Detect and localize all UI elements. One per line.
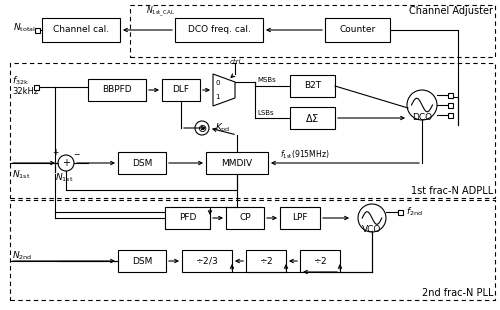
Bar bbox=[165, 207, 210, 229]
Bar bbox=[175, 18, 263, 42]
Text: DSM: DSM bbox=[132, 158, 152, 167]
Text: B2T: B2T bbox=[304, 82, 321, 91]
Circle shape bbox=[407, 90, 437, 120]
Text: $N_{\rm 1st}$: $N_{\rm 1st}$ bbox=[55, 172, 74, 184]
Bar bbox=[280, 207, 320, 229]
Bar bbox=[10, 200, 495, 300]
Circle shape bbox=[358, 204, 386, 232]
Text: $f_{\rm 2nd}$: $f_{\rm 2nd}$ bbox=[406, 206, 422, 218]
Bar bbox=[118, 250, 166, 272]
Text: 1: 1 bbox=[215, 94, 220, 100]
Bar bbox=[88, 79, 146, 101]
Text: $N_{\rm 1st}$: $N_{\rm 1st}$ bbox=[12, 169, 30, 181]
Bar bbox=[290, 107, 335, 129]
Text: $K_{\rm pd}$: $K_{\rm pd}$ bbox=[215, 122, 230, 135]
Bar bbox=[246, 250, 286, 272]
Text: $f_{\rm 32k}$: $f_{\rm 32k}$ bbox=[12, 75, 29, 87]
Text: LPF: LPF bbox=[292, 214, 308, 223]
Text: 1st frac-N ADPLL: 1st frac-N ADPLL bbox=[411, 186, 493, 196]
Text: Channel cal.: Channel cal. bbox=[53, 25, 109, 34]
Text: DCO freq. cal.: DCO freq. cal. bbox=[188, 25, 250, 34]
Circle shape bbox=[195, 121, 209, 135]
Circle shape bbox=[58, 155, 74, 171]
Bar bbox=[118, 152, 166, 174]
Text: Counter: Counter bbox=[340, 25, 376, 34]
Text: CP: CP bbox=[239, 214, 251, 223]
Text: MMDIV: MMDIV bbox=[222, 158, 252, 167]
Text: DSM: DSM bbox=[132, 256, 152, 265]
Bar bbox=[42, 18, 120, 42]
Bar bbox=[10, 63, 495, 198]
Text: PFD: PFD bbox=[179, 214, 196, 223]
Text: $N_{\rm total}$: $N_{\rm total}$ bbox=[13, 22, 36, 34]
Text: $\div$2/3: $\div$2/3 bbox=[196, 255, 218, 267]
Bar bbox=[34, 85, 38, 90]
Bar bbox=[300, 250, 340, 272]
Text: LSBs: LSBs bbox=[257, 110, 274, 116]
Text: ctrl: ctrl bbox=[229, 59, 241, 65]
Bar bbox=[448, 103, 452, 108]
Text: 0: 0 bbox=[215, 80, 220, 86]
Text: $\div$2: $\div$2 bbox=[313, 255, 327, 267]
Text: $N_{\rm 2nd}$: $N_{\rm 2nd}$ bbox=[12, 250, 32, 262]
Text: $\otimes$: $\otimes$ bbox=[197, 122, 207, 134]
Text: $f_{\rm 1st}$(915MHz): $f_{\rm 1st}$(915MHz) bbox=[280, 149, 330, 161]
Text: DCO: DCO bbox=[412, 113, 432, 122]
Bar bbox=[206, 152, 268, 174]
Text: $-$: $-$ bbox=[73, 148, 81, 157]
Text: Channel Adjuster: Channel Adjuster bbox=[409, 6, 493, 16]
Bar bbox=[398, 210, 402, 215]
Text: 2nd frac-N PLL: 2nd frac-N PLL bbox=[422, 288, 493, 298]
Text: MSBs: MSBs bbox=[257, 77, 276, 83]
Polygon shape bbox=[213, 74, 235, 106]
Text: BBPFD: BBPFD bbox=[102, 86, 132, 95]
Bar bbox=[162, 79, 200, 101]
Text: $N_{\rm 1st\_CAL}$: $N_{\rm 1st\_CAL}$ bbox=[146, 5, 174, 19]
Bar bbox=[226, 207, 264, 229]
Bar bbox=[182, 250, 232, 272]
Text: +: + bbox=[52, 148, 58, 157]
Text: +: + bbox=[62, 158, 70, 168]
Text: $\div$2: $\div$2 bbox=[259, 255, 273, 267]
Text: VCO: VCO bbox=[362, 225, 382, 234]
Text: 32kHz: 32kHz bbox=[12, 86, 38, 95]
Bar bbox=[34, 28, 40, 33]
Bar bbox=[448, 92, 452, 98]
Bar bbox=[130, 5, 495, 57]
Bar bbox=[448, 113, 452, 117]
Text: DLF: DLF bbox=[172, 86, 190, 95]
Bar bbox=[290, 75, 335, 97]
Bar bbox=[325, 18, 390, 42]
Text: $\Delta\Sigma$: $\Delta\Sigma$ bbox=[306, 112, 320, 124]
